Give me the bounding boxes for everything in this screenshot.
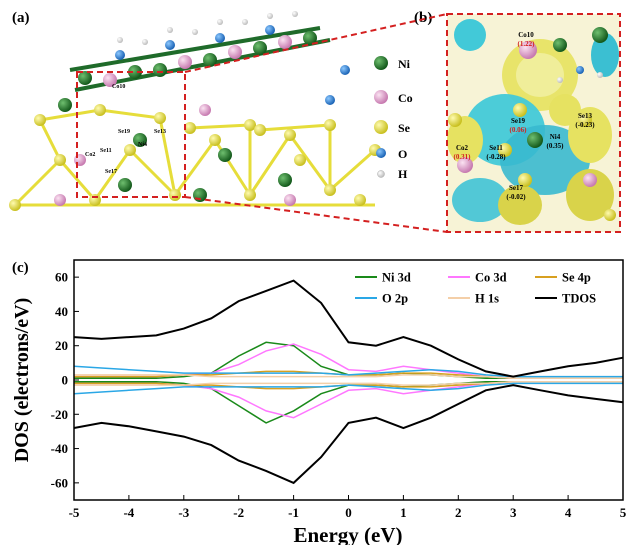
legend-label: Se 4p — [562, 271, 591, 285]
legend-ni-swatch — [374, 56, 388, 70]
legend-o-swatch — [376, 148, 386, 158]
structure-legend: Ni Co Se O H — [374, 56, 413, 181]
atom-label-a: Co10 — [112, 84, 125, 90]
series-line-3-up — [73, 365, 623, 378]
legend-o-label: O — [398, 147, 407, 161]
x-tick-label: -3 — [178, 505, 189, 520]
x-tick-label: 1 — [400, 505, 407, 520]
legend-ni-label: Ni — [398, 57, 411, 71]
x-ticks: -5 -4 -3 -2 -1 0 1 2 3 4 5 — [69, 495, 627, 520]
atom-label-a: Se19 — [118, 129, 130, 135]
y-tick-label: 0 — [62, 373, 69, 388]
atom-name-se13: Se13 — [578, 112, 593, 120]
atom-name-se11: Se11 — [489, 144, 503, 152]
series-line-4-up — [74, 374, 623, 380]
legend-h-swatch — [377, 170, 385, 178]
selection-box — [76, 71, 186, 198]
series-line-3-down — [73, 382, 623, 395]
x-tick-label: -1 — [288, 505, 299, 520]
x-tick-label: 0 — [345, 505, 352, 520]
atom-label-a: Se13 — [154, 129, 166, 135]
atom-label-a: Ni4 — [138, 142, 147, 148]
charge-density-panel — [446, 13, 621, 233]
plot-lines — [73, 279, 624, 485]
legend-co-label: Co — [398, 91, 413, 105]
atom-name-se17: Se17 — [509, 184, 524, 192]
chain-atoms — [78, 11, 317, 87]
atom-label-a: Se17 — [105, 169, 117, 175]
x-tick-label: 4 — [565, 505, 572, 520]
y-tick-label: 60 — [55, 270, 68, 285]
x-axis-label: Energy (eV) — [293, 523, 402, 545]
atom-charge-se13: (-0.23) — [575, 121, 595, 129]
atom-name-co2: Co2 — [456, 144, 469, 152]
series-line-5-down — [73, 384, 624, 485]
panel-label-b: (b) — [414, 10, 433, 26]
framework-atoms — [9, 65, 381, 211]
atom-charge-se19: (0.06) — [510, 126, 528, 134]
legend-label: H 1s — [475, 292, 499, 306]
x-tick-label: 3 — [510, 505, 517, 520]
structure-figure: Co10 Se19 Se13 Ni4 Se11 Co2 Se17 Ni Co S… — [9, 11, 621, 233]
y-tick-label: 20 — [55, 338, 68, 353]
x-tick-label: -4 — [123, 505, 134, 520]
series-line-0-up — [74, 341, 623, 380]
framework-bonds — [13, 108, 376, 207]
series-line-1-up — [74, 343, 623, 380]
atom-label-a: Co2 — [85, 152, 95, 158]
zoom-line-bottom — [184, 196, 448, 233]
atom-name-se19: Se19 — [511, 117, 526, 125]
series-line-1-down — [74, 380, 623, 419]
x-tick-label: -2 — [233, 505, 244, 520]
legend-se-swatch — [374, 120, 388, 134]
series-line-4-down — [74, 380, 623, 386]
legend-se-label: Se — [398, 121, 411, 135]
legend-label: O 2p — [382, 292, 408, 306]
atom-charge-ni4: (0.35) — [547, 142, 565, 150]
legend-label: Ni 3d — [382, 271, 411, 285]
x-tick-label: 5 — [620, 505, 627, 520]
plot-frame — [73, 259, 624, 501]
atom-charge-co10: (1.22) — [518, 40, 536, 48]
y-axis-label: DOS (electrons/eV) — [11, 298, 33, 463]
atom-name-ni4: Ni4 — [550, 133, 561, 141]
y-tick-label: -40 — [51, 441, 68, 456]
y-tick-label: -60 — [51, 475, 68, 490]
legend-label: Co 3d — [475, 271, 507, 285]
panel-label-a: (a) — [12, 10, 30, 26]
x-tick-label: -5 — [69, 505, 80, 520]
series-line-5-up — [73, 279, 624, 378]
atom-name-co10: Co10 — [518, 31, 534, 39]
atom-charge-se17: (-0.02) — [506, 193, 526, 201]
x-tick-label: 2 — [455, 505, 462, 520]
chart-legend: Ni 3d Co 3d Se 4p O 2p H 1s TDOS — [355, 271, 596, 306]
panel-label-c: (c) — [12, 260, 29, 276]
atom-charge-co2: (0.31) — [454, 153, 472, 161]
atom-charge-se11: (-0.28) — [486, 153, 506, 161]
y-ticks: 60 40 20 0 -20 -40 -60 — [51, 270, 79, 490]
zoom-line-top — [184, 13, 448, 73]
dos-chart: -5 -4 -3 -2 -1 0 1 2 3 4 5 60 40 20 0 -20 -40 -60 Energy… — [11, 259, 627, 545]
atom-labels-b: Co10 (1.22) Se19 (0.06) Se13 (-0.23) Ni4… — [454, 31, 596, 201]
atom-labels-a: Co10 Se19 Se13 Ni4 Se11 Co2 Se17 — [85, 84, 166, 175]
legend-h-label: H — [398, 167, 408, 181]
legend-co-swatch — [374, 90, 388, 104]
y-tick-label: 40 — [55, 304, 68, 319]
y-tick-label: -20 — [51, 407, 68, 422]
atom-label-a: Se11 — [100, 148, 112, 154]
legend-label: TDOS — [562, 292, 596, 306]
